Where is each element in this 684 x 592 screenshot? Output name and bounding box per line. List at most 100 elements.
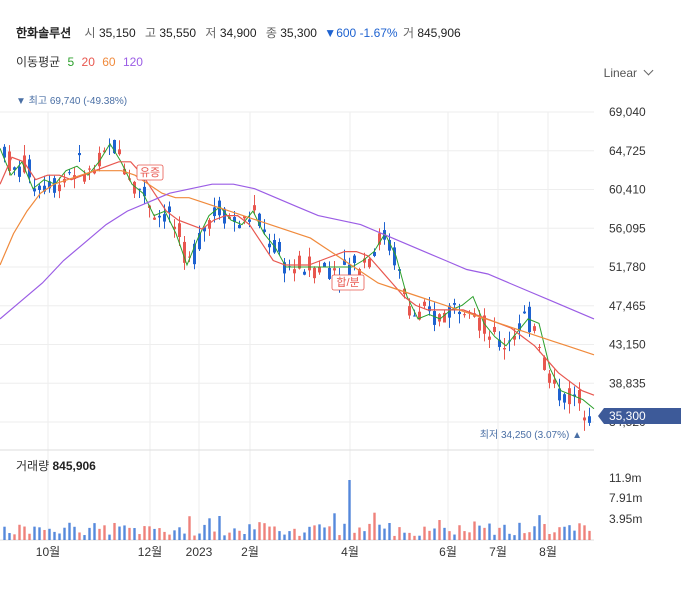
candle-body (103, 150, 106, 153)
volume-bar (343, 523, 346, 540)
candle-body (453, 303, 456, 305)
candle-body (33, 188, 36, 192)
chart-grid (0, 111, 594, 541)
candle-body (563, 394, 566, 403)
volume-bar (123, 525, 126, 540)
date-tick-label: 12월 (138, 545, 162, 559)
volume-bar (588, 530, 591, 540)
volume-bar (138, 534, 141, 540)
candle-body (18, 166, 21, 177)
candle-body (163, 214, 166, 222)
volume-bar (223, 535, 226, 540)
volume-bar (43, 529, 46, 540)
candle-body (373, 251, 376, 256)
ma-120-label[interactable]: 120 (122, 55, 143, 69)
candle-body (413, 315, 416, 317)
candle-body (513, 335, 516, 340)
scale-selector[interactable]: Linear (604, 65, 654, 80)
volume-bar (503, 524, 506, 540)
volume-bar (418, 535, 421, 540)
volume-bar (518, 522, 521, 540)
volume-bar (178, 527, 181, 540)
ma-20-label[interactable]: 20 (81, 55, 95, 69)
volume-bar (493, 534, 496, 540)
volume-bar (203, 524, 206, 540)
candle-body (233, 217, 236, 222)
event-marker-merger-split[interactable]: 합/분 (331, 274, 365, 291)
candle-body (248, 219, 251, 222)
volume-bar (498, 527, 501, 540)
candle-body (438, 314, 441, 322)
date-tick-label: 8월 (539, 545, 557, 559)
volume-bar (73, 526, 76, 540)
volume-bar (48, 528, 51, 540)
volume-bar (523, 533, 526, 540)
price-tick-label: 47,465 (609, 299, 646, 313)
volume-bar (163, 531, 166, 540)
volume-bar (18, 524, 21, 540)
volume-bar (578, 523, 581, 540)
volume-bar (93, 523, 96, 540)
candle-body (443, 312, 446, 323)
candle-body (343, 259, 346, 265)
candle-body (393, 247, 396, 266)
candle-body (13, 167, 16, 170)
candle-body (173, 226, 176, 230)
candle-body (198, 232, 201, 250)
ma-60-label[interactable]: 60 (102, 55, 116, 69)
candle-body (523, 311, 526, 314)
volume-bar (248, 524, 251, 540)
volume-bar (198, 533, 201, 540)
ma-line-5 (0, 142, 595, 410)
volume-value: 845,906 (417, 26, 461, 40)
volume-bar (148, 526, 151, 540)
volume-bar (473, 521, 476, 540)
candle-body (8, 151, 11, 171)
volume-bar (188, 516, 191, 540)
volume-label: 거 (402, 26, 414, 40)
volume-panel-label: 거래량 845,906 (16, 457, 96, 474)
volume-bar (108, 534, 111, 540)
price-tick-label: 69,040 (609, 105, 646, 119)
volume-bar (128, 527, 131, 540)
volume-bar (63, 527, 66, 540)
candle-body (578, 390, 581, 404)
date-tick-label: 10월 (36, 545, 60, 559)
candle-body (58, 184, 61, 192)
candle-body (323, 262, 326, 268)
volume-bar (83, 535, 86, 540)
volume-bar (283, 534, 286, 540)
candle-body (88, 168, 91, 170)
volume-bar (298, 535, 301, 540)
event-marker-rights-offering[interactable]: 유증 (136, 164, 164, 181)
volume-bar (463, 531, 466, 540)
volume-bar (13, 534, 16, 540)
candle-body (463, 314, 466, 316)
candle-body (3, 146, 6, 158)
volume-bar (558, 527, 561, 540)
volume-bar (328, 526, 331, 540)
candle-body (533, 326, 536, 331)
volume-bar (268, 526, 271, 540)
event-label-rights-offering: 유증 (140, 166, 160, 179)
volume-bar (243, 534, 246, 540)
volume-bar (398, 527, 401, 540)
volume-tick-label: 7.91m (609, 491, 642, 505)
volume-bar (183, 533, 186, 540)
volume-bar (533, 526, 536, 540)
volume-bar (323, 527, 326, 540)
volume-bar (218, 516, 221, 540)
candle-body (503, 348, 506, 350)
candle-body (378, 233, 381, 245)
candle-body (168, 206, 171, 213)
ma-5-label[interactable]: 5 (67, 55, 75, 69)
open-label: 시 (84, 26, 96, 40)
volume-bar (288, 531, 291, 540)
candle-body (478, 317, 481, 331)
volume-bar (538, 515, 541, 540)
candle-body (43, 185, 46, 192)
volume-bar (38, 527, 41, 540)
volume-bar (28, 533, 31, 540)
open-value: 35,150 (98, 26, 136, 40)
